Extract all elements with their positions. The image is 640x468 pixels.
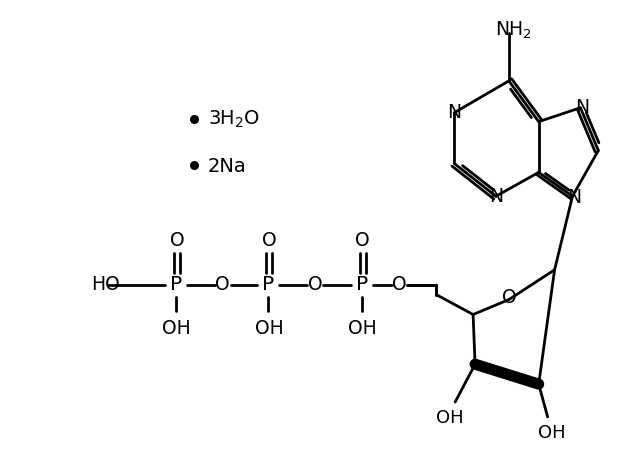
- Text: O: O: [215, 275, 230, 294]
- Text: OH: OH: [436, 409, 464, 427]
- Text: N: N: [489, 187, 503, 206]
- Text: O: O: [355, 232, 370, 250]
- Text: 2Na: 2Na: [207, 157, 246, 176]
- Text: O: O: [502, 288, 516, 307]
- Text: P: P: [262, 275, 275, 294]
- Text: N: N: [568, 188, 582, 207]
- Text: NH$_2$: NH$_2$: [495, 20, 532, 41]
- Text: O: O: [262, 232, 276, 250]
- Text: OH: OH: [348, 319, 377, 338]
- Text: N: N: [447, 103, 461, 122]
- Text: N: N: [575, 98, 589, 117]
- Text: O: O: [308, 275, 323, 294]
- Text: P: P: [170, 275, 182, 294]
- Text: OH: OH: [255, 319, 284, 338]
- Text: O: O: [170, 232, 184, 250]
- Text: OH: OH: [538, 424, 565, 442]
- Text: P: P: [356, 275, 368, 294]
- Text: HO: HO: [92, 275, 120, 294]
- Text: OH: OH: [163, 319, 191, 338]
- Text: 3H$_2$O: 3H$_2$O: [207, 109, 260, 130]
- Text: O: O: [392, 275, 407, 294]
